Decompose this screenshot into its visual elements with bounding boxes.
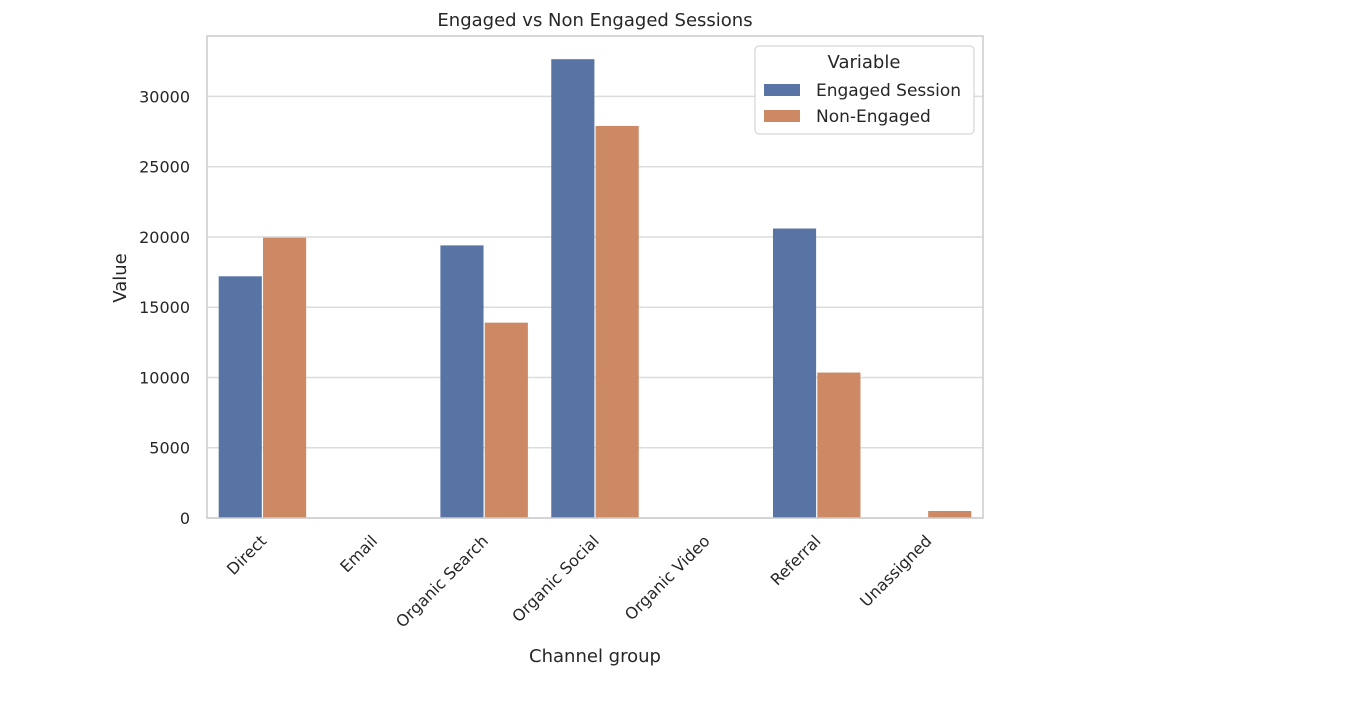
legend-label-non-engaged: Non-Engaged [816,107,931,127]
gridlines [207,95,983,519]
y-tick-label: 25000 [139,158,190,177]
x-tick-labels: Direct Email Organic Search Organic Social O… [223,531,935,631]
bar-organic-search-engaged-session [440,245,484,518]
y-tick-label: 0 [180,509,190,528]
legend-box [754,45,975,135]
x-tick-label-email: Email [336,531,381,576]
bar-unassigned-non-engaged [928,510,972,518]
plot-frame [206,35,984,519]
x-tick-label-referral: Referral [767,531,825,589]
y-axis-label: Value [110,253,131,302]
legend-swatch-non-engaged [764,110,800,122]
x-tick-label-unassigned: Unassigned [856,531,935,610]
y-tick-label: 20000 [139,228,190,247]
bar-referral-non-engaged [817,372,861,518]
x-tick-label-organic-search: Organic Search [392,531,492,631]
y-tick-label: 5000 [149,439,190,458]
x-tick-label-direct: Direct [223,531,270,578]
bar-organic-search-non-engaged [484,322,528,518]
y-tick-label: 10000 [139,368,190,387]
y-tick-label: 30000 [139,87,190,106]
legend-label-engaged-session: Engaged Session [816,81,961,101]
bar-referral-engaged-session [772,228,817,518]
x-axis-label: Channel group [529,646,661,667]
legend: Variable Engaged Session Non-Engaged [754,45,975,135]
y-tick-labels: 0 5000 10000 15000 20000 25000 30000 [139,87,190,528]
bar-organic-social-non-engaged [595,125,639,519]
x-tick-label-organic-social: Organic Social [508,531,603,626]
bar-direct-engaged-session [218,276,262,518]
bar-organic-social-engaged-session [551,59,595,519]
bar-direct-non-engaged [263,237,307,518]
chart-title: Engaged vs Non Engaged Sessions [437,10,752,31]
legend-title: Variable [828,52,901,73]
y-tick-label: 15000 [139,298,190,317]
legend-swatch-engaged-session [764,84,800,96]
x-tick-label-organic-video: Organic Video [621,531,714,624]
bars [218,59,972,519]
